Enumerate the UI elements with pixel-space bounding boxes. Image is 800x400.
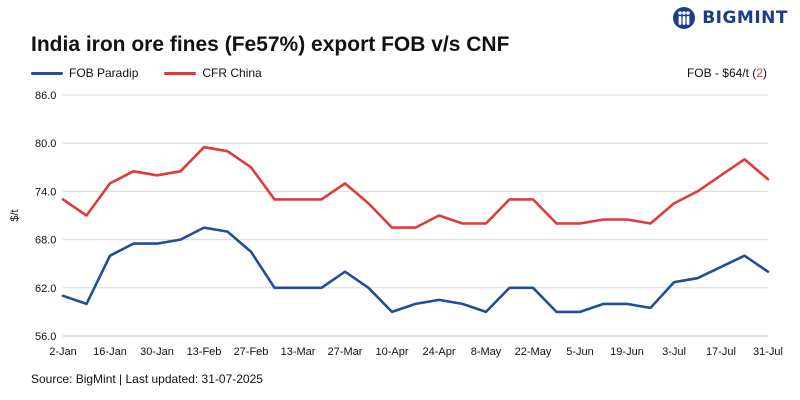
legend-label-cfr: CFR China bbox=[202, 66, 262, 80]
annotation-prefix: FOB - $64/t ( bbox=[686, 66, 757, 80]
annotation-suffix: ) bbox=[763, 66, 767, 80]
x-tick-label: 13-Mar bbox=[281, 346, 316, 358]
legend-item-cfr: CFR China bbox=[164, 66, 262, 80]
legend-swatch-fob bbox=[31, 71, 63, 75]
y-tick-label: 74.0 bbox=[35, 186, 56, 198]
chart-legend: FOB Paradip CFR China bbox=[31, 66, 262, 80]
series-line-cfr-china bbox=[61, 145, 770, 229]
annotation-count: 2 bbox=[756, 66, 763, 80]
legend-label-fob: FOB Paradip bbox=[69, 66, 139, 80]
y-axis-label: $/t bbox=[9, 209, 21, 221]
x-tick-label: 27-Mar bbox=[328, 346, 363, 358]
x-tick-label: 16-Jan bbox=[93, 346, 127, 358]
x-tick-label: 19-Jun bbox=[610, 346, 644, 358]
x-tick-label: 3-Jul bbox=[662, 346, 686, 358]
y-tick-label: 68.0 bbox=[35, 235, 56, 247]
x-tick-label: 17-Jul bbox=[706, 346, 736, 358]
brand-logo: BIGMINT bbox=[672, 6, 788, 30]
x-tick-label: 24-Apr bbox=[422, 346, 455, 358]
x-tick-label: 13-Feb bbox=[187, 346, 222, 358]
brand-name: BIGMINT bbox=[702, 8, 788, 28]
bigmint-logo-icon bbox=[673, 7, 696, 29]
source-note: Source: BigMint | Last updated: 31-07-20… bbox=[31, 372, 263, 386]
chart-title: India iron ore fines (Fe57%) export FOB … bbox=[31, 33, 510, 56]
x-tick-label: 8-May bbox=[471, 346, 502, 358]
x-tick-label: 10-Apr bbox=[375, 346, 408, 358]
y-tick-label: 86.0 bbox=[35, 90, 56, 102]
x-tick-label: 27-Feb bbox=[234, 346, 269, 358]
legend-swatch-cfr bbox=[164, 71, 197, 75]
x-tick-label: 31-Jul bbox=[753, 346, 783, 358]
y-tick-label: 62.0 bbox=[35, 283, 56, 295]
x-tick-label: 2-Jan bbox=[49, 346, 77, 358]
y-tick-label: 56.0 bbox=[35, 331, 56, 343]
y-tick-label: 80.0 bbox=[35, 138, 56, 150]
x-tick-label: 5-Jun bbox=[566, 346, 594, 358]
legend-item-fob: FOB Paradip bbox=[31, 66, 138, 80]
x-tick-label: 30-Jan bbox=[140, 346, 174, 358]
series-line-fob-paradip bbox=[61, 226, 770, 314]
x-tick-label: 22-May bbox=[515, 346, 552, 358]
fob-annotation: FOB - $64/t (2) bbox=[687, 66, 767, 80]
